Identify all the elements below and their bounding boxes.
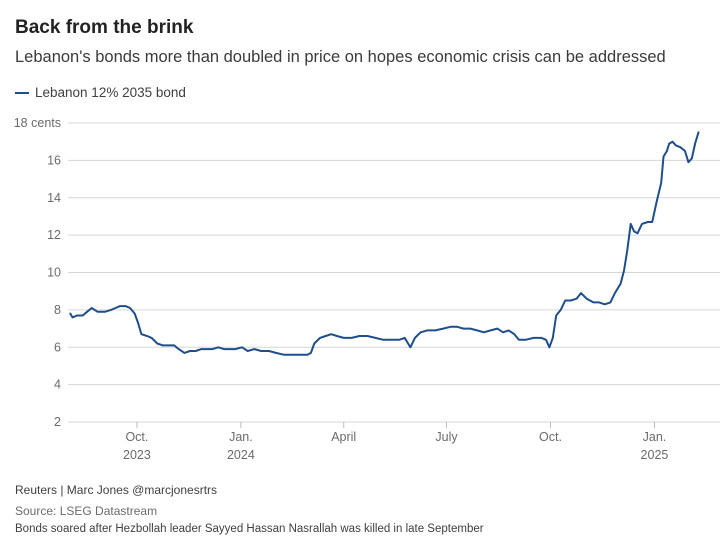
chart-subtitle: Lebanon's bonds more than doubled in pri… [15, 48, 666, 66]
gridlines [68, 122, 720, 423]
y-axis-tick-labels: 2 4 6 8 10 12 14 16 18 cents [14, 116, 61, 429]
y-tick-label: 4 [54, 378, 61, 392]
legend-label: Lebanon 12% 2035 bond [35, 85, 186, 100]
source-line: Source: LSEG Datastream [15, 504, 158, 518]
line-chart: Oct. 2023 Jan. 2024 April July Oct. Jan. 2025 2 4… [14, 116, 720, 462]
x-tick-label: July [435, 430, 458, 444]
x-tick-label: April [331, 430, 356, 444]
y-tick-label: 16 [47, 153, 61, 167]
chart-title: Back from the brink [15, 17, 194, 38]
series-layer [69, 131, 700, 356]
series-line [69, 131, 700, 356]
x-tick-year-label: 2025 [641, 448, 669, 462]
y-tick-label: 8 [54, 303, 61, 317]
x-axis-ticks: Oct. 2023 Jan. 2024 April July Oct. Jan. 2025 [123, 422, 668, 462]
y-tick-label: 10 [47, 266, 61, 280]
y-tick-label: 18 cents [14, 116, 61, 130]
chart-legend: Lebanon 12% 2035 bond [15, 85, 186, 100]
footnote: Bonds soared after Hezbollah leader Sayy… [15, 523, 484, 535]
x-tick-label: Oct. [125, 430, 148, 444]
y-tick-label: 12 [47, 228, 61, 242]
x-tick-year-label: 2024 [227, 448, 255, 462]
credit-line: Reuters | Marc Jones @marcjonesrtrs [15, 483, 218, 497]
x-tick-year-label: 2023 [123, 448, 151, 462]
y-tick-label: 14 [47, 191, 61, 205]
legend-swatch [15, 91, 29, 94]
x-tick-label: Jan. [643, 430, 667, 444]
y-tick-label: 6 [54, 340, 61, 354]
x-tick-label: Jan. [229, 430, 253, 444]
y-tick-label: 2 [54, 415, 61, 429]
x-tick-label: Oct. [539, 430, 562, 444]
